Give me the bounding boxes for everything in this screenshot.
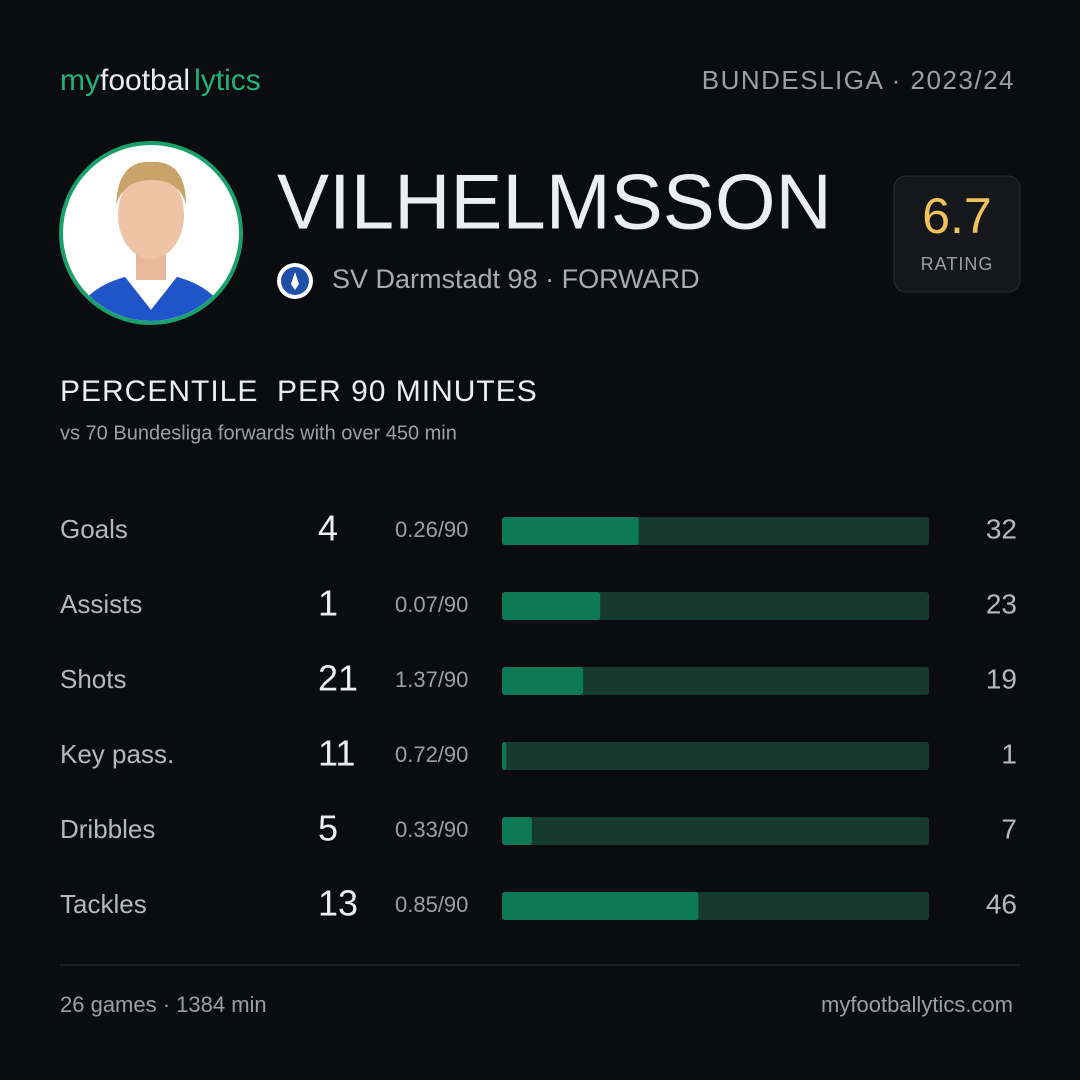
percentile-bar xyxy=(502,817,532,845)
bar-track xyxy=(502,667,929,695)
section-title: PERCENTILE PER 90 MINUTES xyxy=(60,375,538,408)
stat-label: Key pass. xyxy=(60,739,174,769)
rating: 6.7 xyxy=(922,188,992,244)
percentile-label: 7 xyxy=(1001,813,1017,844)
brand-part: lytics xyxy=(194,64,261,97)
percentile-bar xyxy=(502,517,639,545)
percentile-label: 1 xyxy=(1001,738,1017,769)
avatar xyxy=(59,141,243,325)
stat-label: Shots xyxy=(60,664,127,694)
player-name: VILHELMSSON xyxy=(277,158,832,246)
bar-track xyxy=(502,817,929,845)
footer-right: myfootballytics.com xyxy=(821,992,1013,1017)
stat-total: 21 xyxy=(318,658,358,699)
bar-track xyxy=(502,592,929,620)
stat-total: 13 xyxy=(318,883,358,924)
stat-label: Tackles xyxy=(60,889,147,919)
bar-track xyxy=(502,742,929,770)
percentile-label: 23 xyxy=(986,588,1017,619)
club-line: SV Darmstadt 98 · FORWARD xyxy=(332,264,700,294)
stat-total: 4 xyxy=(318,508,338,549)
percentile-label: 19 xyxy=(986,663,1017,694)
percentile-label: 46 xyxy=(986,888,1017,919)
stat-total: 11 xyxy=(318,733,355,774)
rows: Goals 4 0.26/90 32 Assists 1 0.07/90 23 Shots 21 1… xyxy=(60,508,1017,924)
stat-total: 5 xyxy=(318,808,338,849)
stat-per90: 0.85/90 xyxy=(395,892,468,917)
stat-total: 1 xyxy=(318,583,338,624)
brand-part: footbal xyxy=(100,64,190,97)
percentile-bar xyxy=(502,667,584,695)
rating-label: RATING xyxy=(921,254,994,274)
stat-per90: 0.72/90 xyxy=(395,742,468,767)
brand: myfootbal lytics xyxy=(60,64,261,97)
stat-label: Assists xyxy=(60,589,142,619)
footer-left: 26 games · 1384 min xyxy=(60,992,267,1017)
percentile-label: 32 xyxy=(986,513,1017,544)
stat-per90: 0.26/90 xyxy=(395,517,468,542)
brand-part: my xyxy=(60,64,100,97)
stat-label: Goals xyxy=(60,514,128,544)
percentile-bar xyxy=(502,592,601,620)
stat-per90: 0.07/90 xyxy=(395,592,468,617)
stat-per90: 1.37/90 xyxy=(395,667,468,692)
percentile-bar xyxy=(502,742,507,770)
stat-per90: 0.33/90 xyxy=(395,817,468,842)
club-logo xyxy=(277,263,313,299)
percentile-bar xyxy=(502,892,699,920)
section-subtitle: vs 70 Bundesliga forwards with over 450 … xyxy=(60,422,457,444)
stat-label: Dribbles xyxy=(60,814,155,844)
league: BUNDESLIGA · 2023/24 xyxy=(702,65,1015,95)
rating-box xyxy=(893,175,1021,293)
